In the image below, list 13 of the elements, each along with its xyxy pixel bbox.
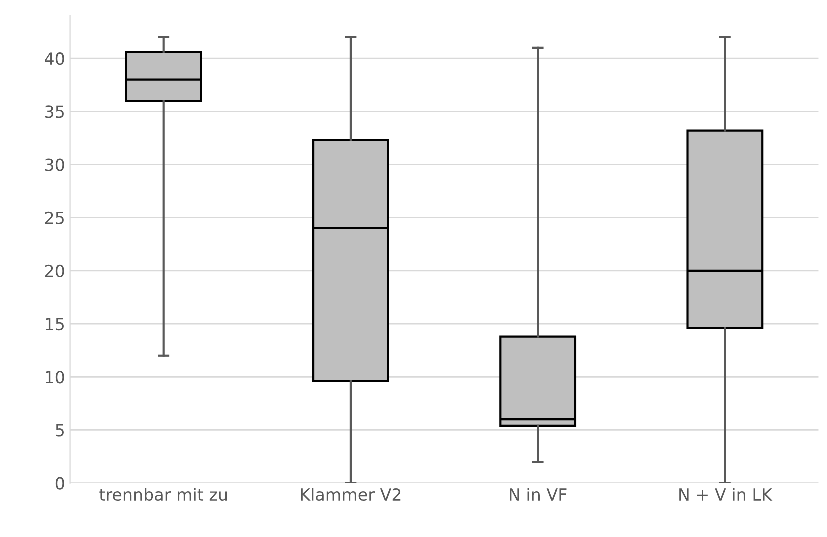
x-tick-label: Klammer V2 (301, 488, 401, 502)
y-tick-label: 35 (45, 106, 64, 118)
x-tick-label: trennbar mit zu (100, 488, 228, 502)
y-tick-label: 30 (45, 158, 64, 172)
y-tick-label: 5 (56, 424, 64, 437)
x-tick-label: N + V in LK (680, 488, 773, 501)
y-tick-label: 20 (45, 264, 64, 278)
y-tick-label: 15 (46, 318, 64, 331)
y-tick-label: 40 (45, 52, 64, 66)
y-tick-label: 10 (46, 371, 64, 384)
y-tick-label: 25 (45, 212, 64, 224)
x-tick-label: N in VF (510, 488, 567, 501)
y-tick-label: 0 (56, 477, 64, 490)
